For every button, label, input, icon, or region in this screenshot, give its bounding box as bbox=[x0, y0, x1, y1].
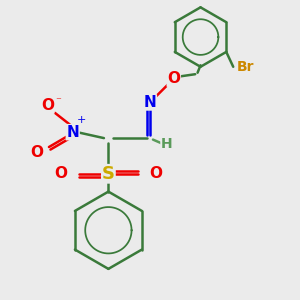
Text: H: H bbox=[160, 137, 172, 151]
Text: O: O bbox=[41, 98, 54, 113]
Text: O: O bbox=[149, 166, 162, 181]
Text: N: N bbox=[144, 95, 156, 110]
Text: Br: Br bbox=[236, 60, 254, 74]
Text: N: N bbox=[66, 125, 79, 140]
Text: O: O bbox=[167, 71, 180, 86]
Text: O: O bbox=[31, 146, 44, 160]
Text: O: O bbox=[54, 166, 67, 181]
Text: S: S bbox=[102, 165, 115, 183]
Text: +: + bbox=[77, 115, 86, 125]
Text: ⁻: ⁻ bbox=[55, 96, 61, 106]
